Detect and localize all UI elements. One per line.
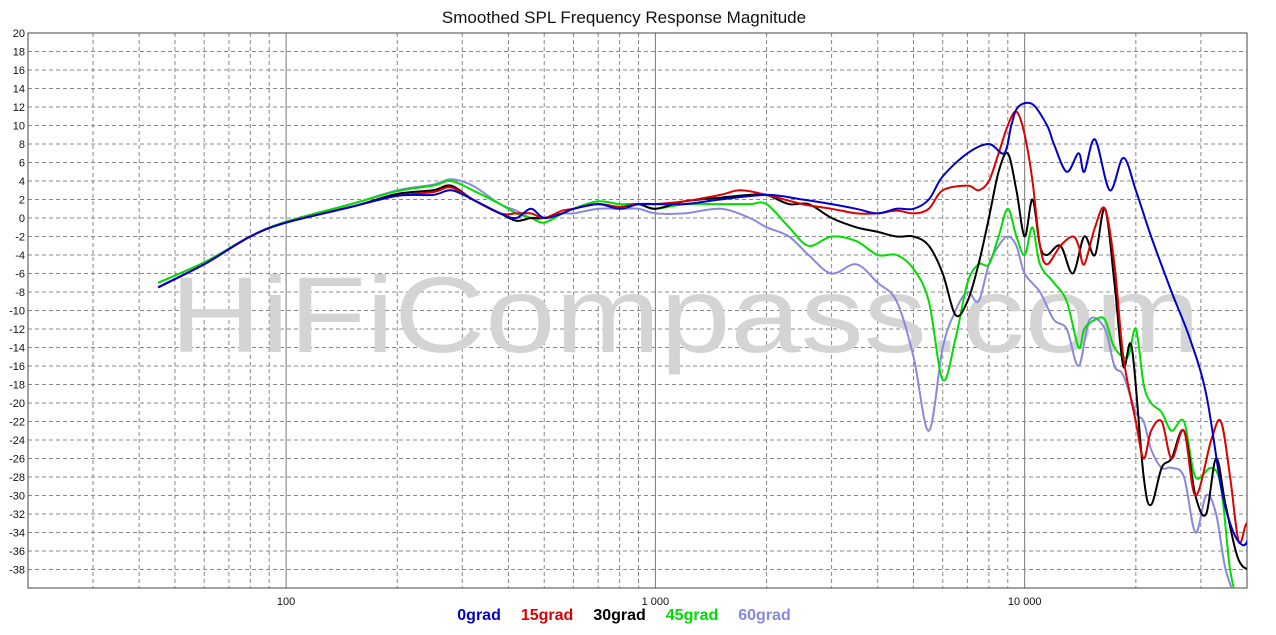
y-tick-label: 4	[19, 176, 25, 188]
legend-item-0grad: 0grad	[457, 607, 501, 624]
series-line-30grad	[157, 151, 1247, 571]
series-line-45grad	[157, 179, 1235, 588]
y-tick-label: -12	[9, 324, 25, 336]
y-tick-label: 10	[13, 121, 25, 133]
y-tick-label: -28	[9, 472, 25, 484]
y-tick-label: 16	[13, 65, 25, 77]
y-tick-label: -24	[9, 435, 25, 447]
y-tick-label: -26	[9, 454, 25, 466]
y-tick-label: -10	[9, 306, 25, 318]
y-tick-label: -32	[9, 509, 25, 521]
x-tick-label: 100	[277, 596, 295, 608]
y-tick-label: 14	[13, 84, 25, 96]
y-tick-label: 0	[19, 213, 25, 225]
y-tick-label: 6	[19, 158, 25, 170]
x-tick-label: 10 000	[1008, 596, 1042, 608]
series-line-0grad	[157, 101, 1247, 547]
legend-item-15grad: 15grad	[520, 607, 574, 624]
y-tick-label: 20	[13, 28, 25, 40]
y-tick-label: -4	[15, 250, 25, 262]
legend-item-60grad: 60grad	[738, 607, 791, 624]
y-tick-label: -22	[9, 417, 25, 429]
y-tick-label: -14	[9, 343, 25, 355]
y-tick-label: -2	[15, 232, 25, 244]
y-tick-label: 18	[13, 47, 25, 59]
y-tick-label: -16	[9, 361, 25, 373]
y-tick-label: -18	[9, 380, 25, 392]
watermark: HiFiCompass.com	[170, 254, 1200, 375]
legend: 0grad 15grad 30grad 45grad 60grad	[0, 607, 1248, 625]
y-tick-label: -8	[15, 287, 25, 299]
y-tick-label: 12	[13, 102, 25, 114]
y-tick-label: -38	[9, 565, 25, 577]
y-tick-label: 8	[19, 139, 25, 151]
series-layer	[157, 101, 1247, 588]
y-tick-label: 2	[19, 195, 25, 207]
y-tick-label: -30	[9, 491, 25, 503]
axes: 20181614121086420-2-4-6-8-10-12-14-16-18…	[9, 28, 1248, 608]
y-tick-label: -36	[9, 546, 25, 558]
legend-item-30grad: 30grad	[593, 607, 646, 624]
series-line-15grad	[157, 110, 1247, 545]
chart-title: Smoothed SPL Frequency Response Magnitud…	[441, 8, 807, 27]
plot-frame	[27, 32, 1248, 589]
legend-item-45grad: 45grad	[665, 607, 719, 624]
y-tick-label: -6	[15, 269, 25, 281]
x-tick-label: 1 000	[642, 596, 670, 608]
y-tick-label: -34	[9, 528, 25, 540]
y-tick-label: -20	[9, 398, 25, 410]
